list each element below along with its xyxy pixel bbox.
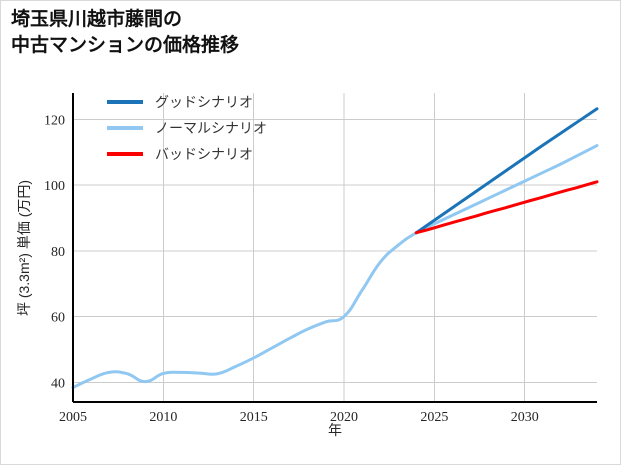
series-line-1	[71, 144, 599, 390]
y-tick-labels-group: 40 60 80 100 120	[44, 113, 65, 391]
y-tick-label: 40	[51, 376, 65, 391]
legend-label: グッドシナリオ	[155, 95, 253, 111]
x-tick-label: 2020	[330, 410, 358, 425]
y-tick-label: 80	[51, 245, 65, 260]
axis-lines-group	[72, 93, 597, 403]
y-tick-label: 120	[44, 113, 65, 128]
x-tick-labels-group: 2005 2010 2015 2020 2025 2030	[59, 410, 539, 425]
series-line-2	[414, 180, 599, 235]
y-tick-label: 100	[44, 179, 65, 194]
legend-label: バッドシナリオ	[155, 148, 253, 163]
y-axis-title: 坪 (3.3m²) 単価 (万円)	[16, 180, 32, 316]
legend-label: ノーマルシナリオ	[155, 122, 267, 137]
x-axis-title: 年	[328, 422, 342, 438]
x-tick-label: 2005	[59, 410, 87, 425]
series-group	[71, 107, 599, 390]
x-tick-label: 2025	[420, 410, 448, 425]
x-tick-label: 2010	[149, 410, 177, 425]
y-tick-label: 60	[51, 311, 65, 326]
x-tick-label: 2015	[240, 410, 268, 425]
gridlines-group	[72, 93, 597, 402]
x-tick-label: 2030	[511, 410, 539, 425]
chart-title: 埼玉県川越市藤間の 中古マンションの価格推移	[11, 9, 240, 56]
series-line-0	[414, 107, 599, 235]
